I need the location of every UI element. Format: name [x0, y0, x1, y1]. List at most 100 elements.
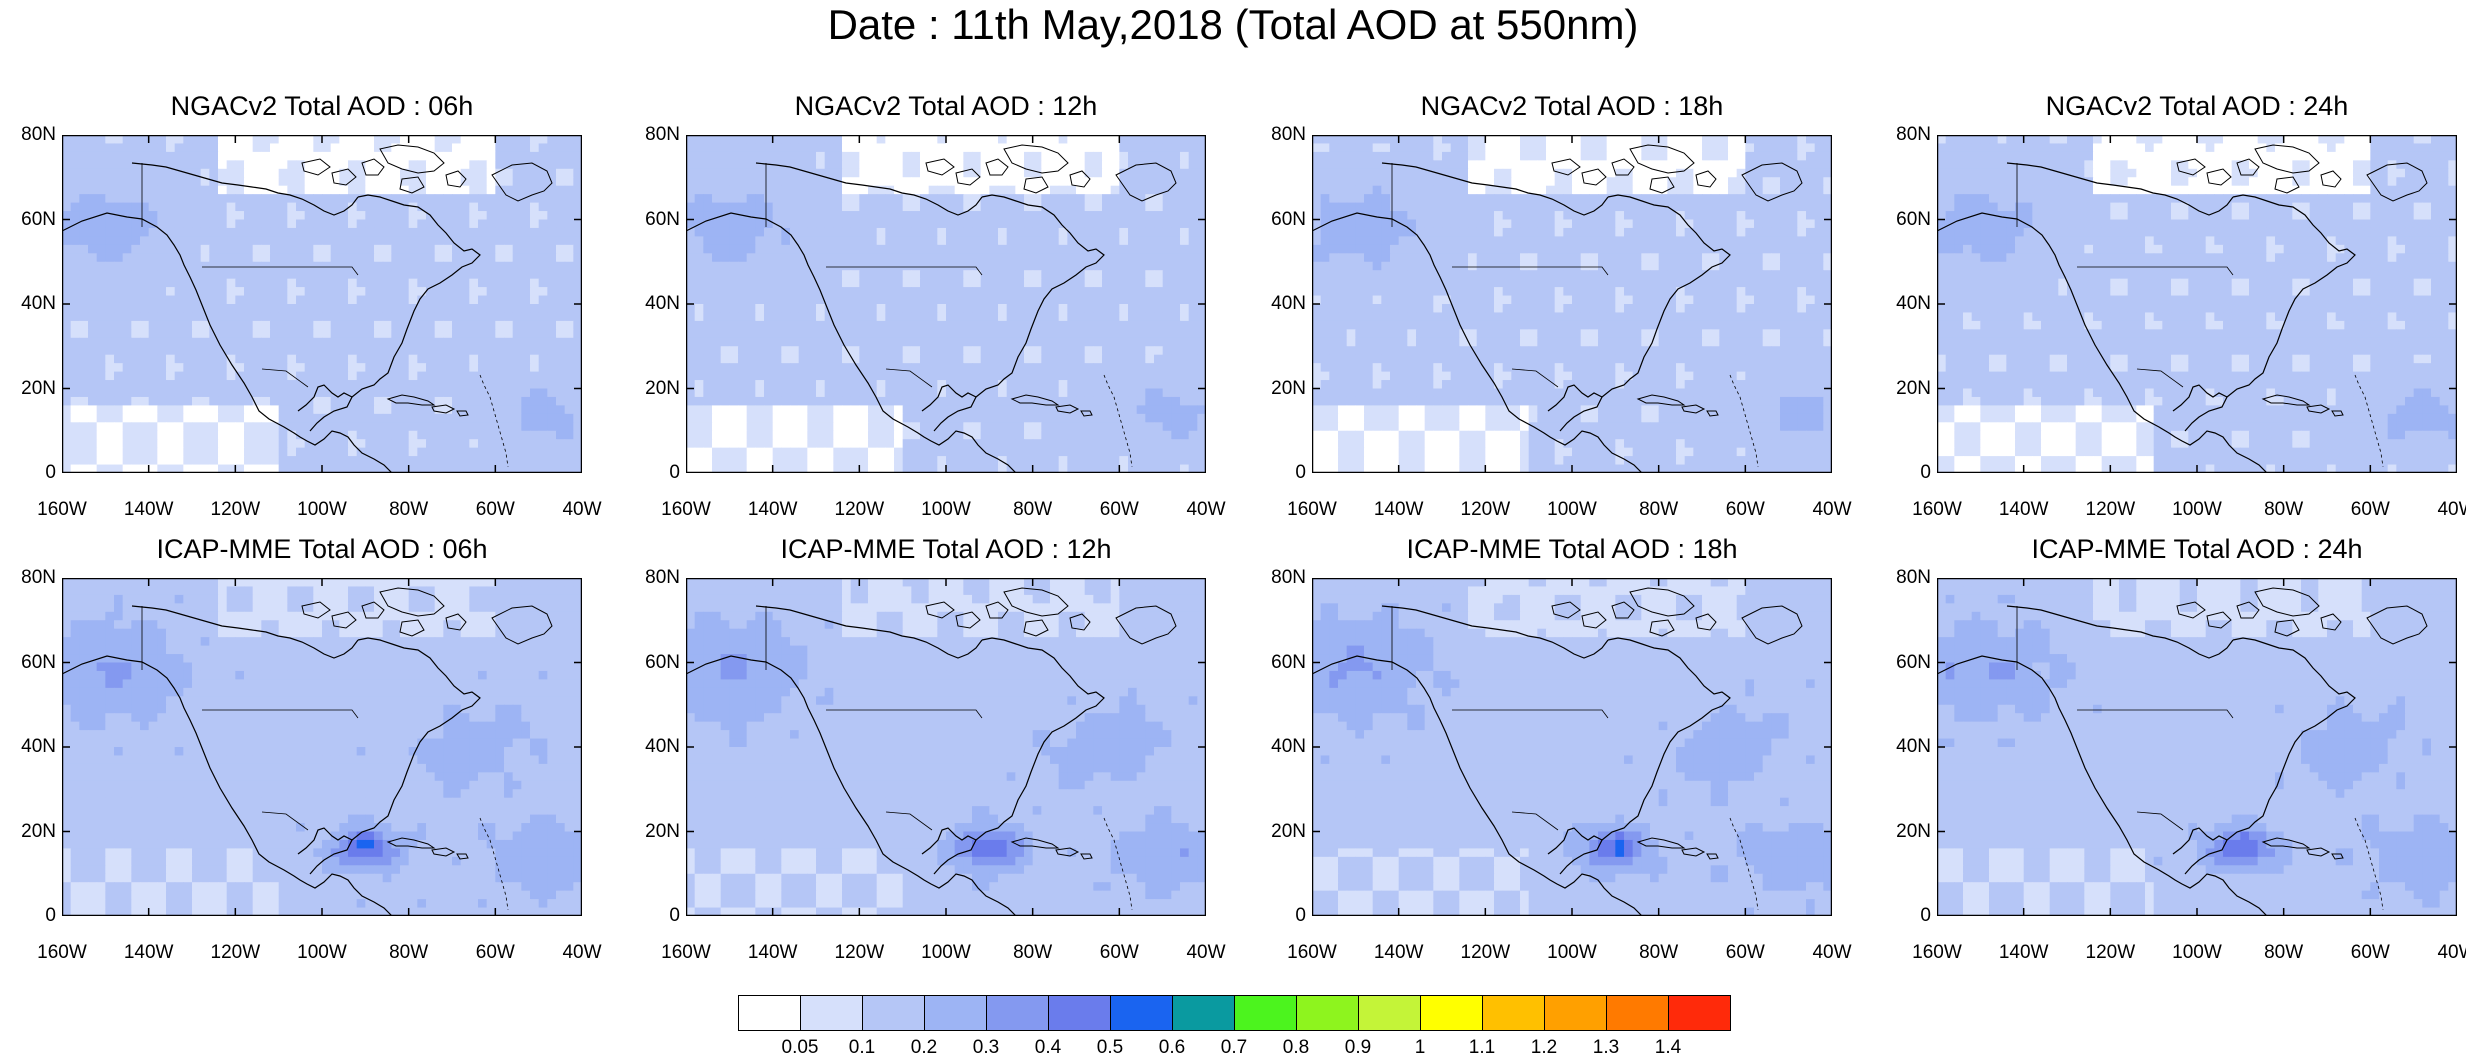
colorbar-label: 0.05	[770, 1038, 830, 1058]
lon-tick-label: 100W	[1537, 943, 1607, 963]
lon-tick-label: 140W	[114, 943, 184, 963]
lon-tick-label: 100W	[911, 500, 981, 520]
lat-tick-label: 20N	[0, 379, 56, 399]
panel-title: NGACv2 Total AOD : 06h	[2, 89, 642, 123]
colorbar-swatch	[1668, 995, 1731, 1031]
colorbar-label: 1.2	[1514, 1038, 1574, 1058]
colorbar-swatch	[1544, 995, 1607, 1031]
lat-tick-label: 60N	[624, 653, 680, 673]
aod-map	[686, 578, 1206, 916]
aod-field	[1312, 578, 1832, 916]
lat-tick-label: 40N	[0, 737, 56, 757]
panel-title: ICAP-MME Total AOD : 24h	[1877, 532, 2466, 566]
lon-tick-label: 120W	[1450, 943, 1520, 963]
colorbar-label: 1.3	[1576, 1038, 1636, 1058]
colorbar-swatch	[1358, 995, 1421, 1031]
colorbar-swatch	[862, 995, 925, 1031]
figure-title: Date : 11th May,2018 (Total AOD at 550nm…	[0, 0, 2466, 50]
lat-tick-label: 40N	[1875, 294, 1931, 314]
lon-tick-label: 80W	[374, 943, 444, 963]
colorbar-label: 0.2	[894, 1038, 954, 1058]
lat-tick-label: 0	[0, 906, 56, 926]
lon-tick-label: 100W	[2162, 500, 2232, 520]
colorbar-label: 0.7	[1204, 1038, 1264, 1058]
lat-tick-label: 80N	[1875, 125, 1931, 145]
lon-tick-label: 160W	[1277, 500, 1347, 520]
lat-tick-label: 80N	[1875, 568, 1931, 588]
colorbar-label: 1.4	[1638, 1038, 1698, 1058]
lon-tick-label: 60W	[1084, 500, 1154, 520]
aod-map	[62, 578, 582, 916]
lon-tick-label: 40W	[547, 500, 617, 520]
aod-map	[1312, 135, 1832, 473]
aod-map	[62, 135, 582, 473]
lon-tick-label: 60W	[2335, 943, 2405, 963]
aod-field	[62, 135, 582, 473]
aod-map	[686, 135, 1206, 473]
lon-tick-label: 100W	[2162, 943, 2232, 963]
lon-tick-label: 140W	[114, 500, 184, 520]
lon-tick-label: 40W	[1171, 943, 1241, 963]
lon-tick-label: 160W	[27, 943, 97, 963]
lon-tick-label: 160W	[1277, 943, 1347, 963]
lon-tick-label: 140W	[1364, 500, 1434, 520]
lat-tick-label: 80N	[624, 568, 680, 588]
panel-title: NGACv2 Total AOD : 18h	[1252, 89, 1892, 123]
lon-tick-label: 80W	[2249, 943, 2319, 963]
lat-tick-label: 60N	[1250, 210, 1306, 230]
colorbar-label: 0.9	[1328, 1038, 1388, 1058]
colorbar-swatch	[986, 995, 1049, 1031]
lat-tick-label: 0	[1250, 906, 1306, 926]
panel-title: NGACv2 Total AOD : 12h	[626, 89, 1266, 123]
lat-tick-label: 20N	[624, 822, 680, 842]
colorbar-swatch	[1172, 995, 1235, 1031]
colorbar-label: 1.1	[1452, 1038, 1512, 1058]
lon-tick-label: 120W	[824, 943, 894, 963]
lon-tick-label: 120W	[200, 500, 270, 520]
lon-tick-label: 120W	[2075, 943, 2145, 963]
lon-tick-label: 100W	[911, 943, 981, 963]
colorbar-swatch	[1420, 995, 1483, 1031]
lat-tick-label: 60N	[624, 210, 680, 230]
lon-tick-label: 140W	[738, 943, 808, 963]
lon-tick-label: 80W	[998, 943, 1068, 963]
lon-tick-label: 160W	[1902, 500, 1972, 520]
lat-tick-label: 40N	[1250, 737, 1306, 757]
lon-tick-label: 80W	[2249, 500, 2319, 520]
lat-tick-label: 0	[624, 906, 680, 926]
lon-tick-label: 120W	[824, 500, 894, 520]
lat-tick-label: 0	[1875, 906, 1931, 926]
lat-tick-label: 60N	[1875, 653, 1931, 673]
lon-tick-label: 40W	[1171, 500, 1241, 520]
lon-tick-label: 100W	[287, 943, 357, 963]
lat-tick-label: 80N	[1250, 125, 1306, 145]
colorbar-label: 1	[1390, 1038, 1450, 1058]
lat-tick-label: 40N	[624, 737, 680, 757]
lon-tick-label: 160W	[1902, 943, 1972, 963]
lat-tick-label: 60N	[0, 210, 56, 230]
lat-tick-label: 20N	[1250, 379, 1306, 399]
colorbar-swatch	[1482, 995, 1545, 1031]
lat-tick-label: 0	[1875, 463, 1931, 483]
lat-tick-label: 20N	[1875, 822, 1931, 842]
lon-tick-label: 40W	[2422, 500, 2466, 520]
lat-tick-label: 80N	[0, 125, 56, 145]
panel-title: ICAP-MME Total AOD : 12h	[626, 532, 1266, 566]
aod-field	[1312, 135, 1832, 473]
lon-tick-label: 120W	[1450, 500, 1520, 520]
colorbar-label: 0.4	[1018, 1038, 1078, 1058]
lon-tick-label: 60W	[460, 500, 530, 520]
lat-tick-label: 20N	[1250, 822, 1306, 842]
lat-tick-label: 60N	[0, 653, 56, 673]
lon-tick-label: 40W	[2422, 943, 2466, 963]
lon-tick-label: 160W	[651, 943, 721, 963]
lat-tick-label: 40N	[624, 294, 680, 314]
lon-tick-label: 160W	[27, 500, 97, 520]
colorbar-swatch	[1110, 995, 1173, 1031]
colorbar-swatch	[1048, 995, 1111, 1031]
